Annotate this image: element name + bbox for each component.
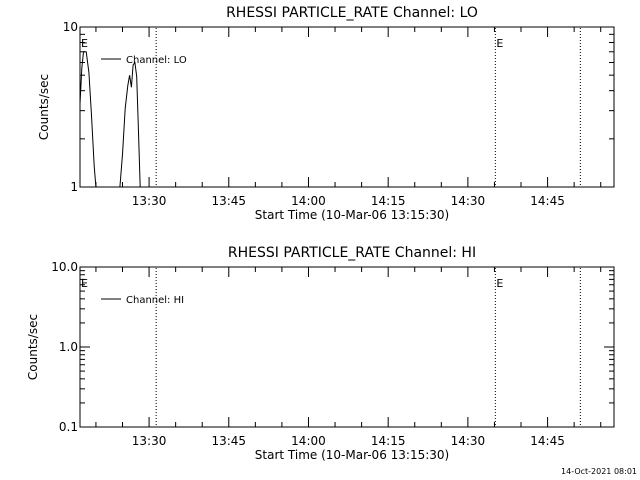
plot-frame <box>79 266 615 428</box>
chart-title: RHESSI PARTICLE_RATE Channel: LO <box>226 5 478 21</box>
x-tick-label: 14:00 <box>291 194 326 208</box>
x-tick-label: 14:15 <box>371 194 406 208</box>
x-tick-label: 14:30 <box>451 434 486 448</box>
x-tick-label: 13:30 <box>132 434 167 448</box>
x-tick-label: 14:30 <box>451 194 486 208</box>
x-tick-label: 13:30 <box>132 194 167 208</box>
x-tick-label: 14:00 <box>291 434 326 448</box>
y-axis-label: Counts/sec <box>37 74 51 140</box>
event-marker-label: E <box>496 37 503 50</box>
y-axis-label: Counts/sec <box>26 314 40 380</box>
lo-channel-chart: RHESSI PARTICLE_RATE Channel: LO 1 10 13:30… <box>37 5 615 222</box>
legend-label: Channel: HI <box>126 295 184 306</box>
y-tick-label: 1 <box>70 180 78 194</box>
x-tick-label: 13:45 <box>211 434 246 448</box>
plot-frame <box>79 26 615 188</box>
start-marker-label: E <box>81 277 88 290</box>
y-tick-label: 1.0 <box>59 340 78 354</box>
start-marker-label: E <box>81 37 88 50</box>
footer-timestamp: 14-Oct-2021 08:01 <box>561 467 637 476</box>
chart-title: RHESSI PARTICLE_RATE Channel: HI <box>228 245 476 261</box>
x-tick-label: 14:45 <box>530 434 565 448</box>
x-axis-label: Start Time (10-Mar-06 13:15:30) <box>255 208 449 222</box>
x-tick-label: 13:45 <box>211 194 246 208</box>
y-tick-label: 10 <box>63 20 78 34</box>
x-axis-label: Start Time (10-Mar-06 13:15:30) <box>255 448 449 462</box>
series-line <box>119 61 141 188</box>
y-tick-label: 10.0 <box>51 260 78 274</box>
series-line <box>79 51 97 188</box>
hi-channel-chart: RHESSI PARTICLE_RATE Channel: HI 0.1 1.0 10… <box>26 245 615 462</box>
x-tick-label: 14:45 <box>530 194 565 208</box>
y-tick-label: 0.1 <box>59 420 78 434</box>
event-marker-label: E <box>496 277 503 290</box>
legend-label: Channel: LO <box>126 55 187 66</box>
x-tick-label: 14:15 <box>371 434 406 448</box>
